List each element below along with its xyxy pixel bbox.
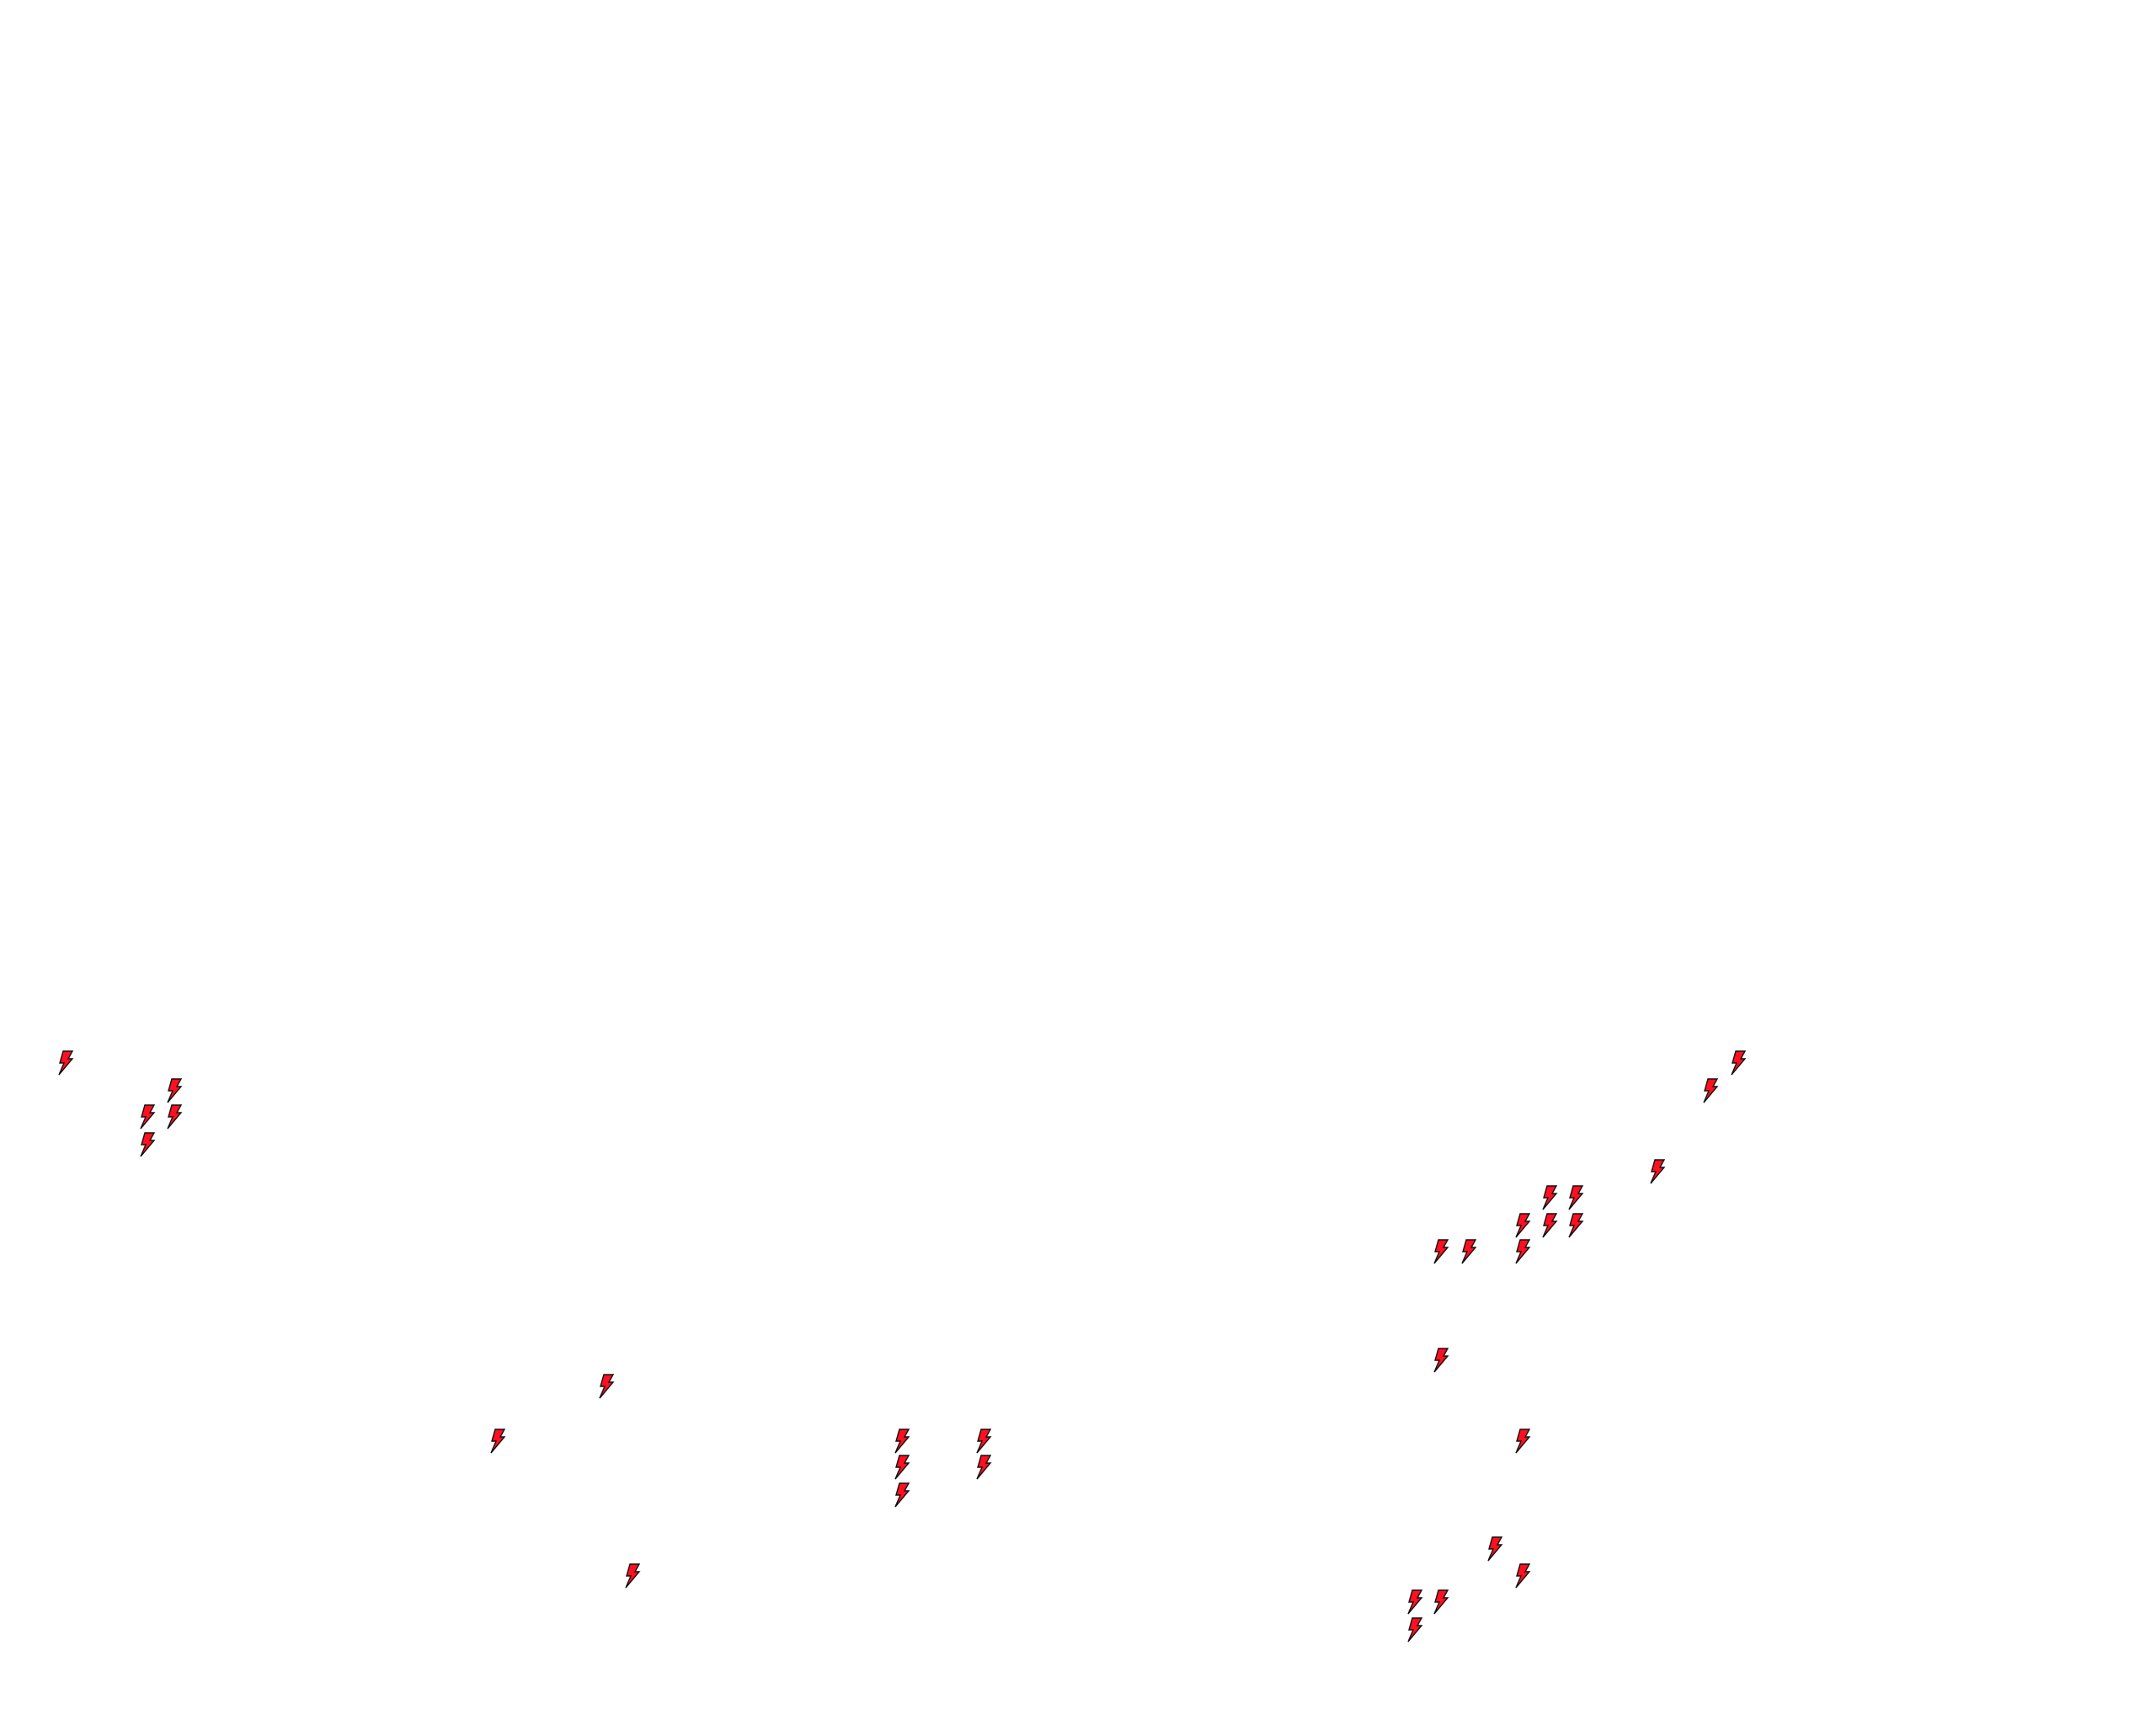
lightning-marker[interactable] [166, 1078, 183, 1103]
lightning-marker[interactable] [1460, 1239, 1477, 1264]
lightning-marker[interactable] [1702, 1078, 1719, 1103]
lightning-marker[interactable] [624, 1563, 641, 1589]
lightning-icon [490, 1429, 506, 1454]
lightning-icon [140, 1132, 156, 1157]
lightning-marker[interactable] [1486, 1536, 1503, 1562]
lightning-marker[interactable] [1567, 1185, 1584, 1210]
lightning-icon [58, 1050, 74, 1076]
lightning-icon [167, 1078, 183, 1103]
lightning-icon [894, 1429, 910, 1454]
lightning-marker[interactable] [166, 1104, 183, 1130]
lightning-marker[interactable] [598, 1374, 615, 1399]
lightning-icon [599, 1374, 615, 1399]
lightning-icon [1407, 1589, 1423, 1615]
lightning-icon [894, 1482, 910, 1508]
lightning-marker[interactable] [57, 1050, 74, 1076]
lightning-icon [140, 1104, 156, 1130]
lightning-icon [976, 1429, 992, 1454]
lightning-marker[interactable] [139, 1104, 156, 1130]
lightning-icon [1461, 1239, 1477, 1264]
lightning-icon [1703, 1078, 1719, 1103]
lightning-icon [1568, 1185, 1584, 1210]
lightning-marker[interactable] [1649, 1159, 1666, 1184]
lightning-marker[interactable] [975, 1429, 992, 1454]
lightning-marker[interactable] [1406, 1617, 1423, 1642]
lightning-icon [167, 1104, 183, 1130]
lightning-marker[interactable] [894, 1429, 910, 1454]
lightning-icon [1515, 1213, 1531, 1238]
lightning-icon [1515, 1563, 1531, 1589]
lightning-icon [1407, 1617, 1423, 1642]
lightning-marker[interactable] [1433, 1239, 1449, 1264]
lightning-marker[interactable] [1433, 1348, 1449, 1373]
lightning-icon [1433, 1239, 1449, 1264]
lightning-icon [1433, 1589, 1449, 1615]
lightning-marker[interactable] [139, 1132, 156, 1157]
lightning-icon [1731, 1050, 1747, 1076]
lightning-marker[interactable] [1514, 1429, 1531, 1454]
lightning-marker[interactable] [1514, 1563, 1531, 1589]
lightning-icon [1433, 1348, 1449, 1373]
lightning-marker[interactable] [1433, 1589, 1449, 1615]
lightning-icon [1515, 1239, 1531, 1264]
lightning-icon [1515, 1429, 1531, 1454]
lightning-marker[interactable] [894, 1455, 910, 1480]
lightning-icon [976, 1455, 992, 1480]
lightning-marker[interactable] [489, 1429, 506, 1454]
lightning-marker[interactable] [1541, 1185, 1558, 1210]
lightning-icon [894, 1455, 910, 1480]
lightning-marker[interactable] [1567, 1213, 1584, 1238]
lightning-icon [625, 1563, 641, 1589]
lightning-marker[interactable] [1514, 1239, 1531, 1264]
lightning-icon [1650, 1159, 1666, 1184]
lightning-marker[interactable] [1541, 1213, 1558, 1238]
lightning-icon [1487, 1536, 1503, 1562]
lightning-marker[interactable] [1406, 1589, 1423, 1615]
lightning-marker[interactable] [894, 1482, 910, 1508]
lightning-icon [1568, 1213, 1584, 1238]
lightning-marker[interactable] [1514, 1213, 1531, 1238]
lightning-icon [1542, 1213, 1558, 1238]
lightning-marker[interactable] [1730, 1050, 1747, 1076]
lightning-marker[interactable] [975, 1455, 992, 1480]
lightning-icon [1542, 1185, 1558, 1210]
